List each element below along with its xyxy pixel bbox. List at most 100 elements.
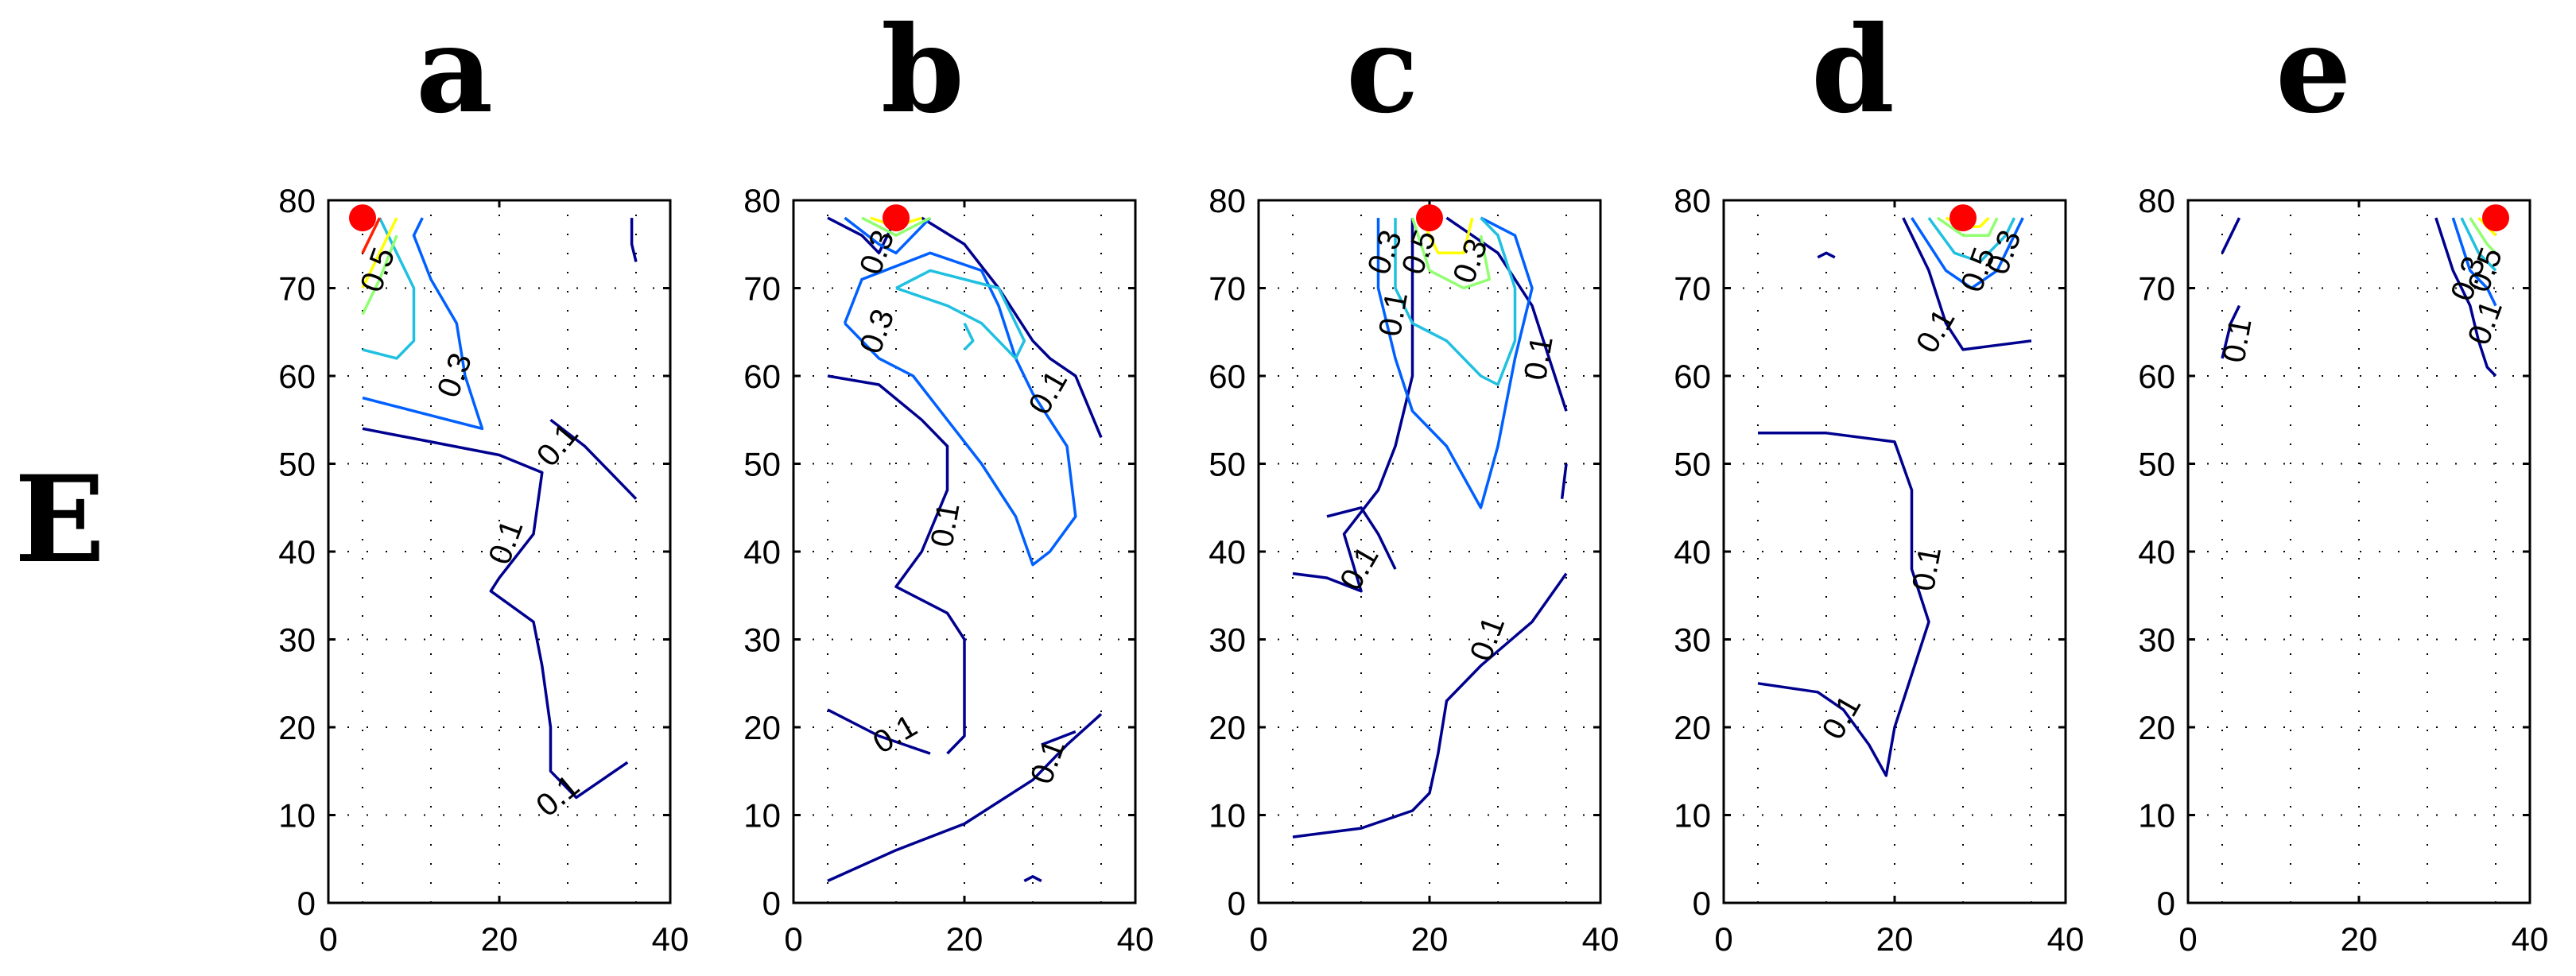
x-tick-label: 0 xyxy=(2178,920,2197,958)
contour-label: 0.1 xyxy=(1815,690,1868,746)
contour-label: 0.1 xyxy=(1372,289,1414,339)
contour-line xyxy=(1376,216,1534,509)
panel-letter: a xyxy=(416,0,493,140)
contour-line xyxy=(361,234,398,316)
y-tick-label: 30 xyxy=(743,622,781,659)
contour-line xyxy=(1419,217,1474,255)
contour-line xyxy=(843,251,1077,567)
contour-line xyxy=(1936,216,1999,237)
axes-box xyxy=(1257,199,1602,904)
x-tick-label: 40 xyxy=(1117,920,1154,958)
contour-line xyxy=(362,217,416,360)
contour-line xyxy=(1292,572,1568,839)
y-tick-label: 60 xyxy=(743,358,781,395)
contour-label: 0.1 xyxy=(482,515,530,568)
axes-box xyxy=(1722,199,2067,904)
y-tick-label: 80 xyxy=(2138,182,2175,219)
contour-line xyxy=(827,216,898,255)
row-label: E xyxy=(14,450,105,590)
contour-line xyxy=(921,216,1103,439)
contour-line xyxy=(1326,506,1397,570)
contour-line xyxy=(1292,218,1414,593)
y-tick-label: 10 xyxy=(278,797,316,835)
contour-line xyxy=(1410,217,1492,290)
contours xyxy=(1292,216,1568,839)
contour-label: 0.1 xyxy=(1910,303,1962,358)
contour-label: 0.1 xyxy=(925,500,967,549)
y-tick-label: 10 xyxy=(1208,797,1246,835)
contour-line xyxy=(630,218,638,262)
y-tick-label: 80 xyxy=(278,182,316,219)
contour-line xyxy=(1902,217,2032,351)
y-tick-label: 40 xyxy=(1208,533,1246,571)
contour-line xyxy=(1560,463,1568,499)
contours xyxy=(827,216,1103,882)
contour-line xyxy=(844,216,932,255)
x-tick-label: 40 xyxy=(652,920,689,958)
y-tick-label: 10 xyxy=(2138,797,2175,835)
y-tick-label: 60 xyxy=(1208,358,1246,395)
x-tick-label: 40 xyxy=(1582,920,1620,958)
y-tick-label: 50 xyxy=(1674,446,1711,483)
contour-line xyxy=(2451,217,2497,307)
contour-line xyxy=(1023,875,1042,882)
x-tick-label: 0 xyxy=(1249,920,1267,958)
y-tick-label: 80 xyxy=(743,182,781,219)
contour-line xyxy=(362,427,629,800)
contour-line xyxy=(827,708,931,755)
x-tick-label: 40 xyxy=(2512,920,2549,958)
source-marker xyxy=(1949,204,1977,232)
contour-label: 0.1 xyxy=(1333,540,1386,596)
contour-label: 0.1 xyxy=(1464,612,1511,665)
y-tick-label: 30 xyxy=(1674,622,1711,659)
y-tick-label: 0 xyxy=(1693,885,1711,922)
y-tick-label: 80 xyxy=(1208,182,1246,219)
contour-label: 0.1 xyxy=(1518,333,1560,382)
y-tick-label: 50 xyxy=(743,446,781,483)
contour-line xyxy=(895,269,1026,360)
contour-line xyxy=(1817,251,1836,259)
contour-label: 0.1 xyxy=(1022,365,1074,420)
axes-box xyxy=(792,199,1137,904)
y-tick-label: 60 xyxy=(278,358,316,395)
y-tick-label: 50 xyxy=(1208,446,1246,483)
x-tick-label: 20 xyxy=(481,920,518,958)
y-tick-label: 0 xyxy=(762,885,781,922)
y-tick-label: 40 xyxy=(743,533,781,571)
contour-line xyxy=(2434,217,2497,378)
y-tick-label: 50 xyxy=(2138,446,2175,483)
y-tick-label: 0 xyxy=(2157,885,2175,922)
y-tick-label: 70 xyxy=(1674,270,1711,308)
panel-letter: c xyxy=(1346,0,1418,140)
contour-label: 0.1 xyxy=(530,416,585,473)
y-tick-label: 70 xyxy=(1208,270,1246,308)
x-tick-label: 20 xyxy=(1411,920,1449,958)
contour-line xyxy=(2221,304,2241,359)
contour-line xyxy=(2221,217,2241,254)
y-tick-label: 60 xyxy=(2138,358,2175,395)
panel-c: c0.30.5 0.30.10.10.10.1010203040506070800… xyxy=(1208,0,1619,958)
y-tick-label: 20 xyxy=(278,709,316,746)
contour-label: 0.1 xyxy=(867,708,923,761)
source-marker xyxy=(883,204,910,232)
contour-line xyxy=(827,713,1103,882)
contour-label: 0.3 xyxy=(853,304,901,358)
x-tick-label: 0 xyxy=(1714,920,1732,958)
y-tick-label: 30 xyxy=(1208,622,1246,659)
contour-line xyxy=(2469,217,2497,254)
x-tick-label: 20 xyxy=(1876,920,1914,958)
contour-line xyxy=(361,217,382,254)
x-tick-label: 40 xyxy=(2047,920,2085,958)
x-tick-label: 20 xyxy=(946,920,983,958)
y-tick-label: 40 xyxy=(2138,533,2175,571)
contour-line xyxy=(827,374,966,755)
y-tick-label: 70 xyxy=(2138,270,2175,308)
y-tick-label: 0 xyxy=(297,885,316,922)
x-tick-label: 20 xyxy=(2341,920,2378,958)
contour-line xyxy=(861,216,931,237)
contour-line xyxy=(1757,432,1930,777)
